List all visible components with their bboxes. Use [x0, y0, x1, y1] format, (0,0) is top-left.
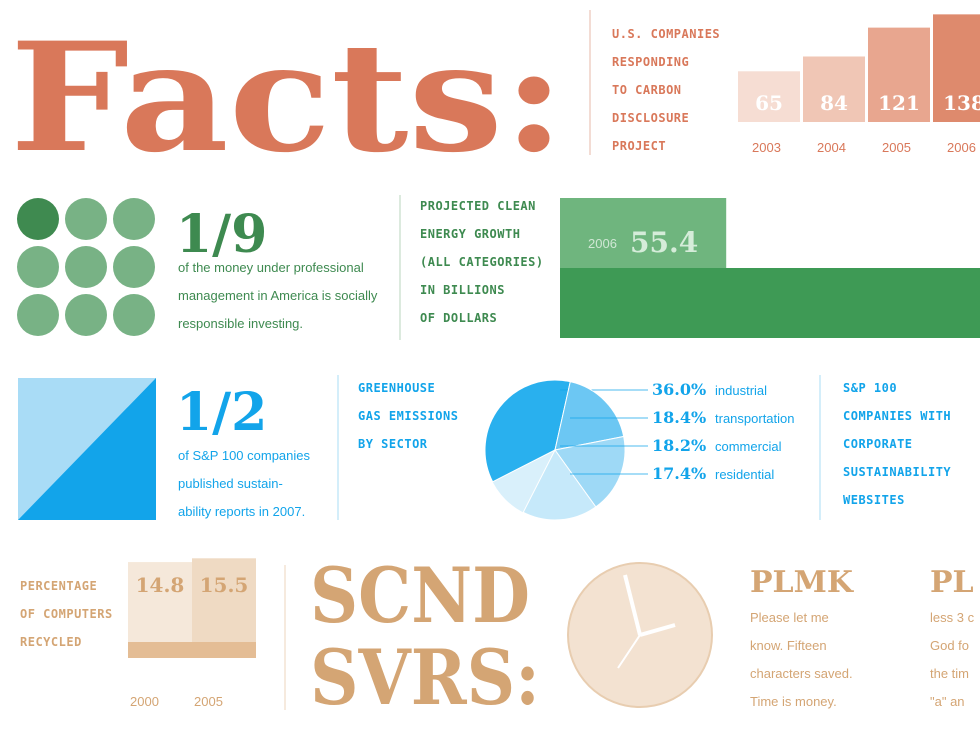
bar-year: 2006 — [588, 236, 617, 251]
bar — [560, 198, 727, 268]
x-tick-label: 2006 — [947, 140, 976, 155]
bar-label: 15.5 — [200, 573, 249, 597]
caption: Please let me — [750, 610, 829, 625]
label: (ALL CATEGORIES) — [420, 255, 544, 269]
fraction: 1/2 — [176, 382, 267, 443]
caption: less 3 c — [930, 610, 975, 625]
label: GAS EMISSIONS — [358, 409, 458, 423]
x-tick-label: 2003 — [752, 140, 781, 155]
abbr: PL — [930, 565, 974, 600]
value-label: 18.2% — [652, 436, 706, 455]
label: SUSTAINABILITY — [843, 465, 951, 479]
bar — [933, 14, 980, 122]
label: WEBSITES — [843, 493, 905, 507]
label: CORPORATE — [843, 437, 913, 451]
label: ENERGY GROWTH — [420, 227, 520, 241]
caption: know. Fifteen — [750, 638, 827, 653]
label: COMPANIES WITH — [843, 409, 951, 423]
caption: management in America is socially — [178, 288, 378, 303]
label: BY SECTOR — [358, 437, 428, 451]
fraction: 1/9 — [176, 204, 267, 265]
headline: SVRS: — [310, 633, 540, 722]
x-tick-label: 2000 — [130, 694, 159, 709]
legend-label: commercial — [715, 439, 782, 454]
x-tick-label: 2004 — [817, 140, 846, 155]
bar-label: 65 — [755, 91, 783, 115]
label: U.S. COMPANIES — [612, 27, 720, 41]
caption: ability reports in 2007. — [178, 504, 305, 519]
clock — [567, 562, 713, 708]
x-tick-label: 2005 — [194, 694, 223, 709]
pie-slice — [554, 381, 625, 451]
dot-grid — [17, 198, 155, 336]
bar-label: 84 — [820, 91, 848, 115]
x-tick-label: 2005 — [882, 140, 911, 155]
value-label: 17.4% — [652, 464, 706, 483]
label: S&P 100 — [843, 381, 897, 395]
half-square — [18, 378, 156, 520]
bar-label: 138 — [943, 91, 980, 115]
headline: SCND — [310, 551, 530, 640]
label: PROJECTED CLEAN — [420, 199, 536, 213]
value-label: 18.4% — [652, 408, 706, 427]
bar-label: 55.4 — [630, 226, 698, 259]
caption: of S&P 100 companies — [178, 448, 311, 463]
label: TO CARBON — [612, 83, 682, 97]
label: GREENHOUSE — [358, 381, 435, 395]
bar-label: 121 — [878, 91, 920, 115]
label: RESPONDING — [612, 55, 689, 69]
legend-label: transportation — [715, 411, 795, 426]
label: PERCENTAGE — [20, 579, 97, 593]
label: RECYCLED — [20, 635, 82, 649]
bar — [803, 56, 865, 123]
bar — [192, 558, 256, 642]
pie-slice — [522, 449, 597, 521]
caption: the tim — [930, 666, 969, 681]
legend-label: residential — [715, 467, 774, 482]
caption: characters saved. — [750, 666, 853, 681]
caption: responsible investing. — [178, 316, 303, 331]
label: OF DOLLARS — [420, 311, 497, 325]
label: IN BILLIONS — [420, 283, 505, 297]
caption: of the money under professional — [178, 260, 364, 275]
bar — [128, 562, 192, 642]
caption: "a" an — [930, 694, 965, 709]
pie-slice — [484, 379, 571, 483]
bar-label: 14.8 — [136, 573, 185, 597]
legend-label: industrial — [715, 383, 767, 398]
value-label: 36.0% — [652, 380, 706, 399]
caption: God fo — [930, 638, 969, 653]
bar — [868, 27, 930, 122]
title: Facts: — [10, 10, 565, 186]
abbr: PLMK — [750, 565, 854, 600]
caption: Time is money. — [750, 694, 837, 709]
energy-bar-base — [560, 268, 980, 338]
label: DISCLOSURE — [612, 111, 689, 125]
bar — [738, 71, 800, 122]
caption: published sustain- — [178, 476, 283, 491]
label: OF COMPUTERS — [20, 607, 113, 621]
pie-slice — [554, 435, 626, 508]
label: PROJECT — [612, 139, 666, 153]
